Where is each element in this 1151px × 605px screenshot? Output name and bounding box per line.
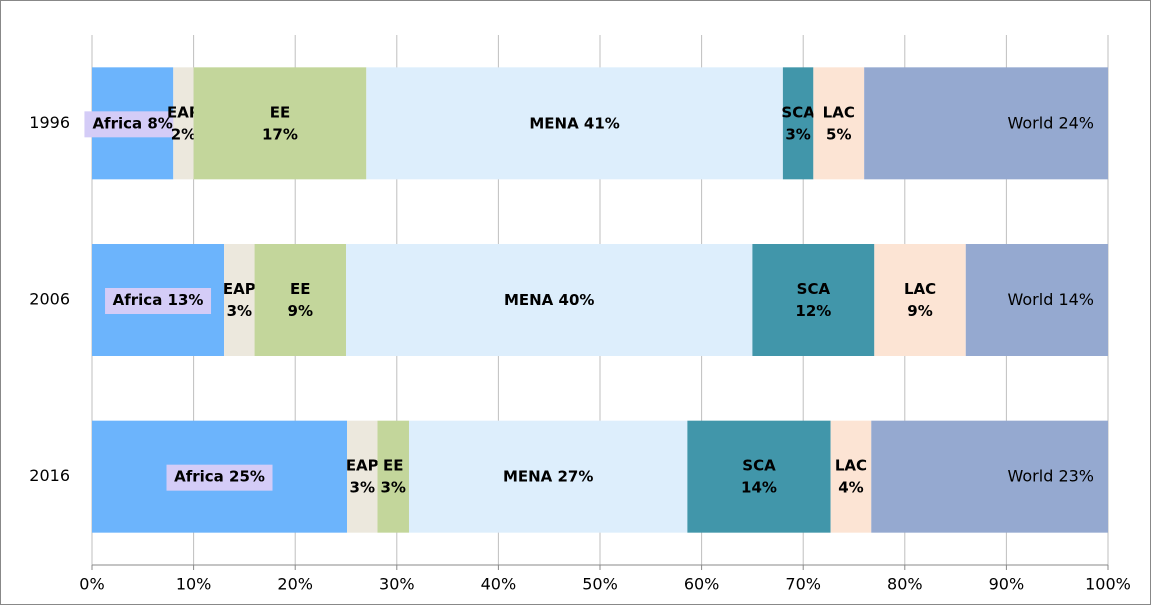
data-label-line: MENA 41%: [529, 114, 619, 132]
data-label-line: 3%: [381, 478, 406, 496]
data-label-line: 4%: [838, 478, 863, 496]
data-label-line: 3%: [227, 302, 252, 320]
data-label-line: World 14%: [1008, 290, 1095, 309]
x-tick-label: 40%: [481, 575, 517, 594]
bar-segment: [366, 67, 783, 180]
bar-segment: [346, 244, 753, 356]
data-label: MENA 40%: [504, 291, 594, 309]
data-label: LAC 5%: [823, 103, 855, 143]
label-background: [105, 288, 212, 314]
data-label-line: EAP: [346, 456, 379, 474]
x-tick-label: 20%: [277, 575, 313, 594]
data-label-line: World 24%: [1008, 113, 1095, 132]
data-label: LAC 9%: [904, 280, 936, 320]
data-label-line: 12%: [795, 302, 831, 320]
x-tick-label: 60%: [684, 575, 720, 594]
bar-segment: [193, 67, 367, 180]
data-label-line: Africa 13%: [113, 291, 204, 309]
data-label-line: LAC: [835, 456, 867, 474]
y-tick-label: 2016: [29, 466, 70, 485]
data-label-line: EAP: [167, 103, 200, 121]
bar-segment: [687, 420, 831, 533]
data-label: SCA 12%: [795, 280, 831, 320]
data-label: EE 3%: [381, 456, 406, 496]
bar-segment: [408, 420, 688, 533]
bar-segment: [173, 67, 194, 180]
data-label-line: 2%: [171, 125, 196, 143]
data-label: EE 9%: [288, 280, 313, 320]
data-label: World 24%: [1008, 113, 1095, 132]
data-label-line: 3%: [785, 125, 810, 143]
data-label: Africa 13%: [113, 291, 204, 309]
x-tick-label: 90%: [989, 575, 1025, 594]
data-label: MENA 27%: [503, 467, 593, 485]
bar-segment: [830, 420, 872, 533]
data-label-line: Africa 25%: [174, 467, 265, 485]
bar-segment: [254, 244, 346, 356]
data-label-line: 5%: [826, 125, 851, 143]
data-label-line: Africa 8%: [92, 114, 172, 132]
data-label: Africa 25%: [174, 467, 265, 485]
data-label-line: MENA 40%: [504, 291, 594, 309]
x-tick-label: 50%: [582, 575, 618, 594]
data-label-line: World 23%: [1008, 466, 1095, 485]
data-label: EAP 2%: [167, 103, 200, 143]
data-label: SCA 14%: [741, 456, 777, 496]
data-label-line: EE: [383, 456, 404, 474]
data-label: Africa 8%: [92, 114, 172, 132]
data-label-line: 17%: [262, 125, 298, 143]
data-label-line: 9%: [907, 302, 932, 320]
data-label-line: MENA 27%: [503, 467, 593, 485]
x-tick-label: 30%: [379, 575, 415, 594]
data-label-line: 3%: [350, 478, 375, 496]
y-tick-label: 2006: [29, 290, 70, 309]
data-label-line: 9%: [288, 302, 313, 320]
data-label-line: LAC: [904, 280, 936, 298]
x-tick-label: 100%: [1085, 575, 1131, 594]
y-tick-label: 1996: [29, 113, 70, 132]
bar-segment: [347, 420, 378, 533]
data-label-line: SCA: [781, 103, 815, 121]
data-label-line: SCA: [742, 456, 776, 474]
data-label: EE 17%: [262, 103, 298, 143]
bar-segment: [871, 420, 1108, 533]
data-label: LAC 4%: [835, 456, 867, 496]
bar-segment: [965, 244, 1108, 356]
data-label-line: EE: [270, 103, 291, 121]
data-label: MENA 41%: [529, 114, 619, 132]
x-tick-label: 70%: [785, 575, 821, 594]
bar-segment: [224, 244, 255, 356]
data-label-line: 14%: [741, 478, 777, 496]
data-label-line: EE: [290, 280, 311, 298]
bar-segment: [813, 67, 865, 180]
bar-segment: [752, 244, 875, 356]
x-tick-label: 0%: [79, 575, 104, 594]
data-label: EAP 3%: [223, 280, 256, 320]
data-label: World 14%: [1008, 290, 1095, 309]
data-label-line: EAP: [223, 280, 256, 298]
bar-segment: [782, 67, 814, 180]
x-tick-label: 10%: [176, 575, 212, 594]
label-background: [166, 464, 273, 491]
x-tick-label: 80%: [887, 575, 923, 594]
data-label: SCA 3%: [781, 103, 815, 143]
label-background: [84, 111, 181, 138]
data-label: EAP 3%: [346, 456, 379, 496]
data-label: World 23%: [1008, 466, 1095, 485]
bar-segment: [864, 67, 1108, 180]
data-label-line: SCA: [797, 280, 831, 298]
bar-segment: [377, 420, 409, 533]
bar-segment: [874, 244, 966, 356]
data-label-line: LAC: [823, 103, 855, 121]
